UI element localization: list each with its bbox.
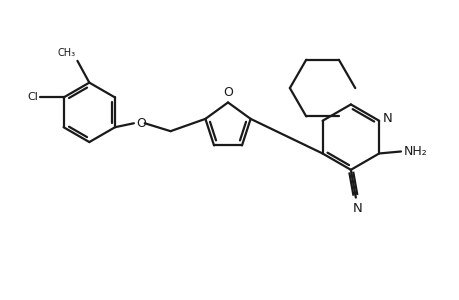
Text: O: O (223, 86, 232, 100)
Text: Cl: Cl (27, 92, 38, 103)
Text: N: N (382, 112, 392, 125)
Text: O: O (135, 117, 146, 130)
Text: CH₃: CH₃ (57, 48, 75, 58)
Text: N: N (352, 202, 362, 214)
Text: NH₂: NH₂ (403, 145, 427, 158)
